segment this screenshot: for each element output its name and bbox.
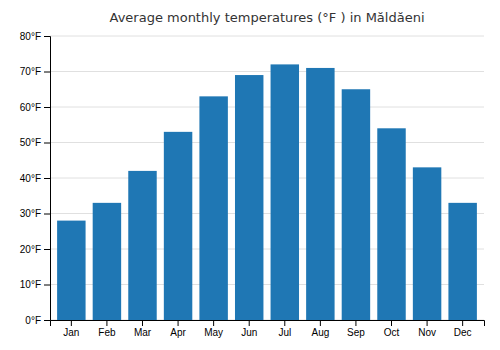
- tick-label: Dec: [454, 327, 472, 338]
- tick-label: Jul: [278, 327, 291, 338]
- tick-label: Sep: [347, 327, 365, 338]
- tick-mark: [462, 320, 463, 326]
- bar: [377, 128, 405, 320]
- tick-label: Nov: [418, 327, 436, 338]
- bar: [57, 221, 85, 320]
- tick-mark: [178, 320, 179, 326]
- tick-label: 70°F: [20, 66, 41, 77]
- grid-line: [50, 71, 484, 72]
- tick: Dec: [454, 320, 472, 338]
- tick-label: 80°F: [20, 31, 41, 42]
- tick-mark: [320, 320, 321, 326]
- tick: Jun: [241, 320, 257, 338]
- tick: Sep: [347, 320, 365, 338]
- axis-line: [44, 37, 51, 321]
- x-axis: Jan Feb Mar Apr May Jun Jul Aug Sep Oct Nov Dec: [51, 320, 485, 338]
- tick: May: [204, 320, 223, 338]
- tick-label: 30°F: [20, 208, 41, 219]
- bar: [235, 75, 263, 320]
- tick-label: Apr: [170, 327, 186, 338]
- grid-line: [50, 142, 484, 143]
- tick-label: 20°F: [20, 244, 41, 255]
- tick-label: Feb: [98, 327, 116, 338]
- tick-label: 50°F: [20, 137, 41, 148]
- tick-mark: [44, 72, 50, 73]
- bar: [271, 64, 299, 320]
- tick: Feb: [98, 320, 116, 338]
- tick-mark: [284, 320, 285, 326]
- tick-mark: [213, 320, 214, 326]
- tick-mark: [44, 143, 50, 144]
- tick-label: 40°F: [20, 173, 41, 184]
- bar: [164, 132, 192, 320]
- grid: [50, 36, 484, 320]
- tick: 40°F: [20, 173, 50, 184]
- bar: [413, 167, 441, 320]
- tick: 50°F: [20, 137, 50, 148]
- tick-label: Oct: [384, 327, 400, 338]
- tick-label: 60°F: [20, 102, 41, 113]
- tick-label: May: [204, 327, 223, 338]
- tick-mark: [44, 214, 50, 215]
- tick: 10°F: [20, 279, 50, 290]
- bar: [448, 203, 476, 320]
- tick-mark: [355, 320, 356, 326]
- tick: 20°F: [20, 244, 50, 255]
- tick-mark: [44, 249, 50, 250]
- tick: Oct: [384, 320, 400, 338]
- tick: Aug: [311, 320, 329, 338]
- tick: 0°F: [25, 315, 50, 326]
- bars: [57, 64, 477, 320]
- tick-mark: [391, 320, 392, 326]
- tick-label: Aug: [311, 327, 329, 338]
- tick: Jul: [278, 320, 291, 338]
- tick: 60°F: [20, 102, 50, 113]
- grid-line: [50, 36, 484, 37]
- tick-mark: [427, 320, 428, 326]
- y-axis: 0°F 10°F 20°F 30°F 40°F 50°F 60°F 70°F 80°F: [20, 31, 51, 326]
- tick: 70°F: [20, 66, 50, 77]
- tick: Mar: [134, 320, 152, 338]
- tick-label: Mar: [134, 327, 152, 338]
- tick-mark: [44, 36, 50, 37]
- title: Average monthly temperatures (°F ) in Mă…: [110, 10, 425, 25]
- tick: Nov: [418, 320, 436, 338]
- tick-mark: [249, 320, 250, 326]
- tick-mark: [142, 320, 143, 326]
- tick-mark: [44, 285, 50, 286]
- tick: Apr: [170, 320, 186, 338]
- tick-label: Jun: [241, 327, 257, 338]
- bar: [199, 96, 227, 320]
- tick-mark: [44, 107, 50, 108]
- axis-line: [51, 321, 485, 327]
- tick-label: 10°F: [20, 279, 41, 290]
- tick-mark: [71, 320, 72, 326]
- bar: [128, 171, 156, 320]
- bar: [342, 89, 370, 320]
- tick: 30°F: [20, 208, 50, 219]
- tick-mark: [44, 320, 50, 321]
- tick-mark: [106, 320, 107, 326]
- tick: Jan: [63, 320, 79, 338]
- bar: [306, 68, 334, 320]
- bar: [93, 203, 121, 320]
- tick-mark: [44, 178, 50, 179]
- chart: 0°F 10°F 20°F 30°F 40°F 50°F 60°F 70°F 80°F Jan Fe…: [0, 0, 500, 350]
- tick: 80°F: [20, 31, 50, 42]
- tick-label: 0°F: [25, 315, 41, 326]
- grid-line: [50, 107, 484, 108]
- tick-label: Jan: [63, 327, 79, 338]
